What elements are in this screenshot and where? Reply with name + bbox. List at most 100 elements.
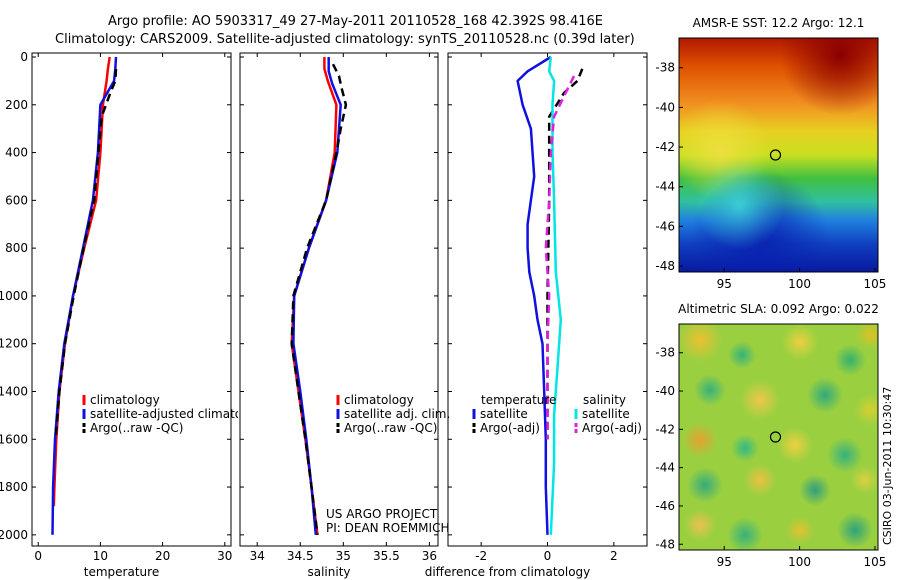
x-tick-label: 10 bbox=[93, 549, 108, 563]
sla-eddy bbox=[684, 509, 716, 541]
x-tick-label: 0 bbox=[544, 549, 552, 563]
sla-eddy bbox=[694, 374, 726, 406]
y-tick-label: 200 bbox=[5, 98, 28, 112]
y-tick-label: 400 bbox=[5, 146, 28, 160]
y-tick-label: 1200 bbox=[0, 337, 28, 351]
x-tick-label: 35 bbox=[336, 549, 351, 563]
x-tick-label: 105 bbox=[864, 555, 887, 569]
sla-eddy bbox=[687, 467, 723, 503]
x-tick-label: 34.5 bbox=[287, 549, 314, 563]
series-line-satellite-adj-clim- bbox=[292, 57, 342, 535]
y-tick-label: -46 bbox=[655, 219, 675, 233]
x-tick-label: 0 bbox=[34, 549, 42, 563]
legend-label: climatology bbox=[344, 393, 414, 407]
sla-map: Altimetric SLA: 0.092 Argo: 0.022 95 100 10… bbox=[655, 302, 886, 569]
y-tick-label: 0 bbox=[20, 50, 28, 64]
x-tick-label: 105 bbox=[864, 277, 887, 291]
argo-location-marker bbox=[769, 149, 782, 161]
sla-eddy bbox=[786, 516, 814, 544]
y-tick-label: 1600 bbox=[0, 432, 28, 446]
legend-label: satellite bbox=[582, 407, 630, 421]
salinity-profile-frame bbox=[239, 52, 439, 547]
temperature-profile-xlabel: temperature bbox=[84, 565, 159, 579]
series-line-salinity-argo-adj- bbox=[544, 75, 576, 440]
annotation-pi: PI: DEAN ROEMMICH bbox=[326, 521, 449, 535]
sst-cyan-patch bbox=[695, 160, 785, 250]
legend-label: Argo(..raw -QC) bbox=[344, 421, 437, 435]
series-line-satellite-adjusted-climatology bbox=[51, 56, 118, 535]
sla-eddy bbox=[807, 377, 843, 413]
legend-group-title: temperature bbox=[481, 393, 556, 407]
y-tick-label: -46 bbox=[655, 499, 675, 513]
sla-eddy bbox=[740, 380, 780, 420]
sst-warm-patch bbox=[780, 38, 878, 115]
salinity-profile-xlabel: salinity bbox=[307, 565, 350, 579]
x-tick-label: 30 bbox=[217, 549, 232, 563]
sla-map-title: Altimetric SLA: 0.092 Argo: 0.022 bbox=[678, 302, 879, 316]
y-tick-label: -44 bbox=[655, 180, 675, 194]
series-line-temperature-argo-adj- bbox=[546, 68, 584, 440]
y-tick-label: 1400 bbox=[0, 384, 28, 398]
sla-eddy bbox=[834, 344, 866, 376]
sla-eddy bbox=[728, 341, 756, 369]
x-tick-label: 2 bbox=[610, 549, 618, 563]
side-label: CSIRO 03-Jun-2011 10:30:47 bbox=[881, 387, 894, 545]
sla-eddy bbox=[854, 394, 878, 426]
temperature-profile: 0 10 20 30 0 200 400 600 800 1000 1200 1400 1600 1800… bbox=[0, 50, 232, 579]
x-tick-label: -2 bbox=[475, 549, 487, 563]
y-tick-label: -40 bbox=[655, 100, 675, 114]
legend-label: satellite adj. clim. bbox=[344, 407, 450, 421]
sst-field bbox=[679, 38, 878, 272]
y-tick-label: -42 bbox=[655, 422, 675, 436]
sst-map: AMSR-E SST: 12.2 Argo: 12.1 95 100 105 -38 -4… bbox=[655, 16, 887, 291]
x-tick-label: 20 bbox=[155, 549, 170, 563]
series-line-argo-raw-qc- bbox=[54, 68, 118, 440]
sla-eddy bbox=[782, 324, 818, 360]
y-tick-label: 1800 bbox=[0, 480, 28, 494]
y-tick-label: 800 bbox=[5, 241, 28, 255]
legend-label: climatology bbox=[90, 393, 160, 407]
header-line1: Argo profile: AO 5903317_49 27-May-2011 … bbox=[108, 14, 603, 29]
sla-eddy bbox=[827, 437, 863, 473]
sla-field bbox=[679, 324, 878, 550]
legend-label: Argo(-adj) bbox=[582, 421, 642, 435]
series-line-climatology bbox=[290, 57, 338, 535]
x-tick-label: 95 bbox=[717, 555, 732, 569]
sst-map-frame bbox=[678, 37, 879, 273]
sla-eddy bbox=[851, 466, 878, 494]
sla-eddy bbox=[837, 512, 873, 548]
y-tick-label: -38 bbox=[655, 346, 675, 360]
x-tick-label: 36 bbox=[422, 549, 437, 563]
y-tick-label: 600 bbox=[5, 193, 28, 207]
x-tick-label: 100 bbox=[788, 555, 811, 569]
sla-eddy bbox=[731, 434, 759, 462]
y-tick-label: 1000 bbox=[0, 289, 28, 303]
y-tick-label: -42 bbox=[655, 140, 675, 154]
sla-eddy bbox=[682, 422, 718, 458]
y-tick-label: -40 bbox=[655, 384, 675, 398]
sla-map-frame bbox=[678, 323, 879, 551]
legend-label: Argo(-adj) bbox=[480, 421, 540, 435]
legend-label: Argo(..raw -QC) bbox=[90, 421, 183, 435]
sla-eddy bbox=[799, 474, 831, 506]
salinity-profile: 34 34.5 35 35.5 36 salinity bbox=[239, 52, 439, 579]
argo-location-marker bbox=[769, 431, 782, 443]
difference-profile: -2 0 2 difference from climatology bbox=[425, 52, 648, 579]
sla-eddy bbox=[679, 324, 722, 362]
y-tick-label: 2000 bbox=[0, 528, 28, 542]
y-tick-label: -44 bbox=[655, 461, 675, 475]
series-line-argo-raw-qc- bbox=[290, 63, 348, 535]
sla-eddy bbox=[727, 517, 763, 550]
sla-eddy bbox=[856, 324, 878, 349]
annotation-project: US ARGO PROJECT bbox=[326, 507, 438, 521]
sst-map-title: AMSR-E SST: 12.2 Argo: 12.1 bbox=[693, 16, 865, 30]
header-line2: Climatology: CARS2009. Satellite-adjuste… bbox=[55, 32, 635, 47]
x-tick-label: 95 bbox=[717, 277, 732, 291]
legend-group-title: salinity bbox=[583, 393, 626, 407]
y-tick-label: -48 bbox=[655, 537, 675, 551]
x-tick-label: 35.5 bbox=[373, 549, 400, 563]
difference-legend: temperaturesatelliteArgo(-adj)salinitysa… bbox=[472, 393, 642, 435]
